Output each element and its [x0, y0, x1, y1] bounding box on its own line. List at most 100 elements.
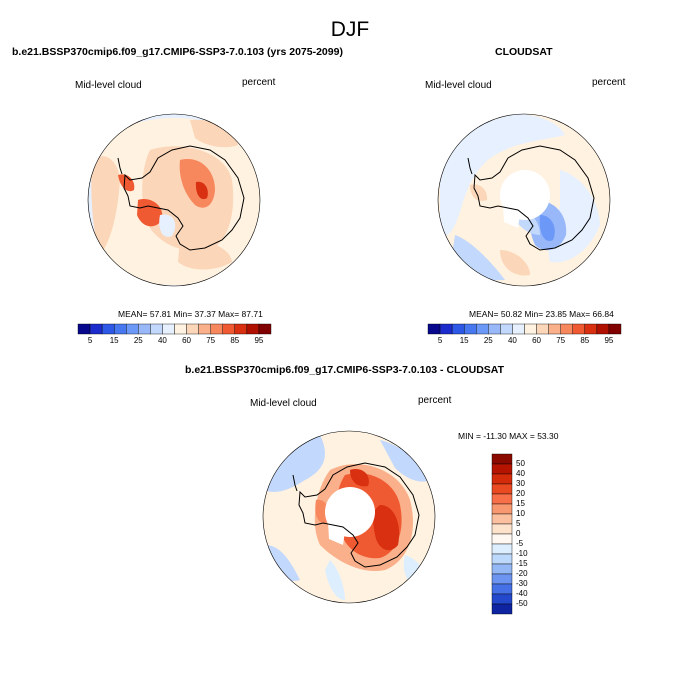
panel1-colorbar-tick-label: 60: [182, 336, 192, 345]
panel3-units-label: percent: [418, 395, 452, 406]
panel3-field-region: [380, 440, 430, 482]
panel3-colorbar-tick-label: -50: [516, 599, 528, 608]
panel3-colorbar-box: [491, 483, 513, 495]
panel1-units-label: percent: [242, 77, 276, 88]
panel3-colorbar-tick-label: 5: [516, 519, 521, 528]
panel3-title: b.e21.BSSP370cmip6.f09_g17.CMIP6-SSP3-7.…: [185, 364, 505, 376]
panel1-colorbar-box: [77, 323, 91, 335]
panel1-colorbar-box: [150, 323, 163, 335]
panel3-colorbar-tick-label: -15: [516, 559, 528, 568]
panel1-colorbar-tick-label: 40: [157, 336, 167, 345]
panel3-coastline: [292, 462, 420, 568]
panel3-colorbar-box: [491, 543, 513, 555]
panel2-colorbar-box: [548, 323, 561, 335]
panel3-colorbar-box: [491, 513, 513, 525]
panel2-colorbar-box: [439, 323, 453, 335]
panel2-colorbar-box: [560, 323, 573, 335]
main-title: DJF: [330, 18, 370, 41]
panel1-colorbar-box: [162, 323, 175, 335]
panel1-colorbar-box: [174, 323, 187, 335]
panel3-colorbar-tick-label: 20: [516, 489, 525, 498]
panel3-colorbar-box: [491, 533, 513, 545]
panel2-colorbar-box: [476, 323, 489, 335]
panel1-field-region: [178, 239, 232, 270]
panel2-colorbar-box: [572, 323, 586, 335]
panel2-title: CLOUDSAT: [495, 46, 553, 58]
panel1-colorbar-box: [210, 323, 223, 335]
panel2-colorbar-box: [512, 323, 525, 335]
panel1-colorbar-box: [234, 323, 248, 335]
panel1-colorbar-box: [258, 323, 272, 335]
panel3-colorbar-box: [491, 473, 513, 485]
panel1-colorbar-tick-label: 5: [87, 336, 93, 345]
panel2-colorbar-box: [463, 323, 477, 335]
panel3-map: [263, 431, 435, 603]
panel3-colorbar-box: [491, 553, 513, 565]
panel3-colorbar-tick-label: -40: [516, 589, 528, 598]
panel3-map-border: [262, 430, 436, 604]
panel1-field-region: [137, 199, 163, 227]
panel1-colorbar-box: [113, 323, 127, 335]
panel2-map-border: [437, 113, 611, 287]
panel1-field-region: [91, 156, 120, 255]
panel2-variable-label: Mid-level cloud: [425, 80, 492, 91]
panel2-coastline: [467, 145, 595, 251]
panel1-map: [88, 114, 260, 286]
panel1-variable-label: Mid-level cloud: [75, 80, 142, 91]
panel1-colorbar-box: [101, 323, 115, 335]
panel2-colorbar-box: [524, 323, 537, 335]
panel2-colorbar-box: [500, 323, 513, 335]
panel2-map: [438, 114, 610, 286]
panel1-field-region: [159, 214, 176, 237]
panel3-colorbar: [491, 453, 513, 615]
panel1-colorbar-tick-label: 15: [109, 336, 119, 345]
panel1-colorbar-tick-label: 25: [133, 336, 143, 345]
panel2-colorbar-tick-label: 95: [604, 336, 614, 345]
panel2-no-data-hole: [500, 170, 550, 220]
panel3-colorbar-box: [491, 503, 513, 515]
panel3-colorbar-box: [491, 573, 513, 585]
panel1-map-border: [87, 113, 261, 287]
panel1-colorbar: [77, 323, 272, 335]
panel2-colorbar-tick-label: 85: [580, 336, 590, 345]
panel1-colorbar-box: [198, 323, 211, 335]
panel3-colorbar-tick-label: 10: [516, 509, 525, 518]
panel3-colorbar-box: [491, 563, 513, 575]
panel1-field-region: [118, 174, 135, 192]
panel3-field-region: [325, 560, 345, 600]
panel3-colorbar-tick-label: -10: [516, 549, 528, 558]
panel2-stats: MEAN= 50.82 Min= 23.85 Max= 66.84: [469, 309, 614, 319]
panel2-field-region: [500, 250, 530, 276]
panel3-colorbar-tick-label: -30: [516, 579, 528, 588]
panel3-field-region: [265, 435, 325, 492]
panel1-field-region: [190, 119, 238, 148]
panel1-stats: MEAN= 57.81 Min= 37.37 Max= 87.71: [118, 309, 263, 319]
panel1-colorbar-box: [138, 323, 151, 335]
panel2-colorbar-tick-label: 40: [507, 336, 517, 345]
panel3-colorbar-tick-label: -5: [516, 539, 524, 548]
panel1-colorbar-box: [246, 323, 260, 335]
panel3-colorbar-box: [491, 593, 513, 605]
panel1-colorbar-box: [89, 323, 103, 335]
panel1-colorbar-tick-label: 85: [230, 336, 240, 345]
panel3-no-data-hole: [325, 487, 375, 537]
panel3-field-region: [265, 545, 300, 581]
panel1-colorbar-tick-label: 75: [206, 336, 216, 345]
panel3-colorbar-box: [491, 463, 513, 475]
panel3-field-region: [350, 469, 369, 487]
panel1-colorbar-tick-label: 95: [254, 336, 264, 345]
panel1-field-region: [195, 181, 208, 200]
panel3-colorbar-tick-label: 50: [516, 459, 525, 468]
panel2-field-region: [440, 114, 565, 237]
panel3-colorbar-tick-label: -20: [516, 569, 528, 578]
panel2-colorbar-tick-label: 5: [437, 336, 443, 345]
panel2-colorbar-box: [584, 323, 598, 335]
panel3-colorbar-tick-label: 30: [516, 479, 525, 488]
panel2-colorbar-box: [608, 323, 622, 335]
panel2-colorbar-box: [596, 323, 610, 335]
panel3-colorbar-box: [491, 453, 513, 465]
panel2-colorbar: [427, 323, 622, 335]
panel3-field-region: [373, 505, 400, 551]
panel3-colorbar-box: [491, 603, 513, 615]
